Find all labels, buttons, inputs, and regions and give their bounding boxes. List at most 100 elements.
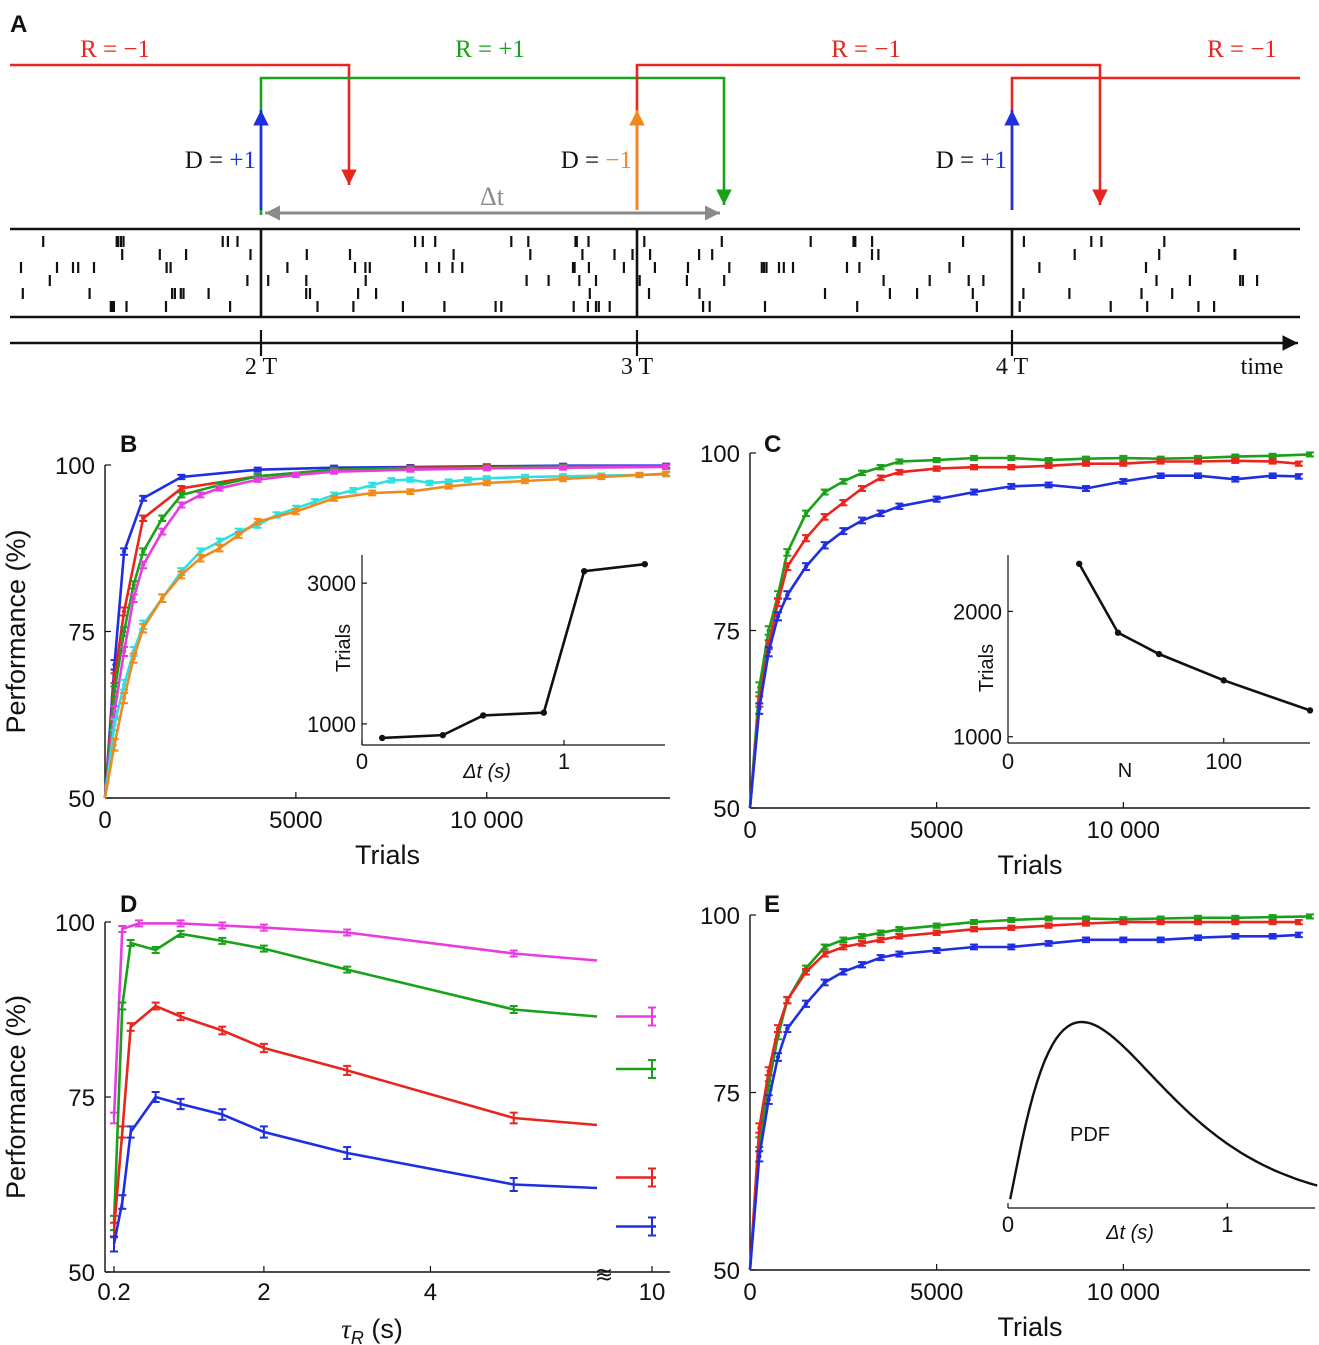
- panel-d: D 50 75 100 0.2 2 4 10 ≋ τR (s) Performance (%): [1, 891, 670, 1345]
- data-point: [785, 564, 790, 569]
- reward-label-2: R = +1: [455, 36, 525, 63]
- y-tick-label: 50: [68, 1260, 95, 1287]
- data-point: [140, 549, 146, 554]
- series-line-blue: [748, 474, 1299, 809]
- data-point: [1121, 919, 1126, 925]
- x-tick-label: 5000: [269, 807, 322, 834]
- inset-pdf-label: PDF: [1070, 1124, 1110, 1146]
- data-point: [859, 941, 865, 946]
- data-point: [1121, 937, 1126, 943]
- data-point: [312, 499, 318, 504]
- data-point: [1009, 925, 1014, 930]
- inset-y-tick-label: 3000: [307, 571, 356, 596]
- data-point: [841, 944, 846, 950]
- data-point: [1158, 919, 1163, 925]
- data-point: [859, 934, 865, 939]
- data-point: [637, 472, 642, 478]
- data-point: [803, 1001, 809, 1006]
- inset-x-axis-label: Δt (s): [462, 761, 511, 783]
- data-point: [112, 722, 117, 727]
- data-point: [484, 476, 489, 481]
- data-point: [560, 476, 566, 482]
- data-point: [822, 543, 827, 548]
- data-point: [822, 514, 827, 520]
- data-point: [822, 951, 827, 957]
- data-point: [131, 655, 136, 661]
- data-point: [1009, 465, 1014, 470]
- panel-label-c: C: [764, 431, 781, 458]
- data-point: [1307, 452, 1313, 457]
- data-point: [803, 564, 809, 569]
- data-point: [1296, 919, 1302, 925]
- time-tick-label-2: 3 T: [621, 354, 654, 380]
- data-point: [112, 742, 117, 747]
- data-point: [934, 457, 939, 463]
- data-point: [897, 504, 902, 509]
- data-point: [757, 1154, 762, 1159]
- decision-prefix-2: D =: [561, 147, 606, 174]
- data-point: [803, 969, 809, 974]
- data-point: [971, 944, 977, 950]
- x-tick-label: 0: [743, 817, 756, 844]
- data-point: [897, 459, 902, 464]
- data-point: [757, 706, 762, 711]
- data-point: [878, 511, 883, 516]
- data-point: [1195, 915, 1201, 921]
- panel-label-e: E: [764, 891, 780, 918]
- data-point: [1009, 917, 1014, 923]
- data-point: [757, 1125, 762, 1131]
- x-tick-label: 0: [743, 1279, 756, 1306]
- data-point: [766, 1097, 771, 1102]
- data-point: [408, 489, 413, 494]
- inset-line: [382, 562, 645, 740]
- data-point: [1233, 934, 1238, 939]
- reward-label-4: R = −1: [1207, 36, 1277, 63]
- series-line-green: [112, 932, 598, 1224]
- series-line-red: [748, 459, 1299, 809]
- data-point: [446, 484, 451, 489]
- data-point: [934, 923, 939, 928]
- series-line-orange: [103, 472, 667, 799]
- x-tick-label: 10: [639, 1279, 666, 1306]
- data-point: [775, 1054, 781, 1060]
- data-point: [1083, 916, 1089, 921]
- series-line-magenta: [103, 465, 667, 799]
- y-tick-label: 75: [68, 1085, 95, 1112]
- data-point: [897, 934, 902, 939]
- data-point: [878, 465, 883, 470]
- inset-x-tick-label: 0: [1002, 1212, 1014, 1237]
- data-point: [663, 471, 669, 476]
- data-point: [408, 467, 413, 472]
- data-point: [560, 465, 566, 470]
- panel-label-a: A: [10, 11, 27, 38]
- x-tick-label: 5000: [910, 1279, 963, 1306]
- data-point: [785, 998, 790, 1003]
- x-tick-label: 5000: [910, 817, 963, 844]
- data-point: [859, 518, 865, 523]
- data-point: [775, 599, 781, 605]
- data-point: [1083, 937, 1089, 943]
- decision-value-3: +1: [980, 147, 1007, 174]
- data-point: [140, 562, 146, 568]
- data-point: [766, 649, 771, 654]
- inset-line: [1078, 563, 1311, 712]
- data-point: [766, 1069, 771, 1074]
- decision-value-1: +1: [229, 147, 256, 174]
- series-line-green: [103, 465, 667, 799]
- data-point: [1009, 944, 1014, 950]
- data-point: [1195, 935, 1201, 940]
- data-point: [785, 592, 790, 598]
- plot-e: 50 75 100 0 5000 10 000 Trials 0 1 Δt (s) PDF: [700, 903, 1318, 1342]
- y-axis-label: Performance (%): [1, 529, 31, 733]
- y-tick-label: 100: [55, 453, 95, 480]
- y-axis-label: Performance (%): [1, 995, 31, 1199]
- data-point: [331, 496, 337, 501]
- data-point: [446, 479, 451, 484]
- decision-value-2: −1: [605, 147, 632, 174]
- y-tick-label: 50: [713, 1258, 740, 1285]
- inset-y-tick-label: 2000: [953, 599, 1002, 624]
- data-point: [1270, 919, 1275, 925]
